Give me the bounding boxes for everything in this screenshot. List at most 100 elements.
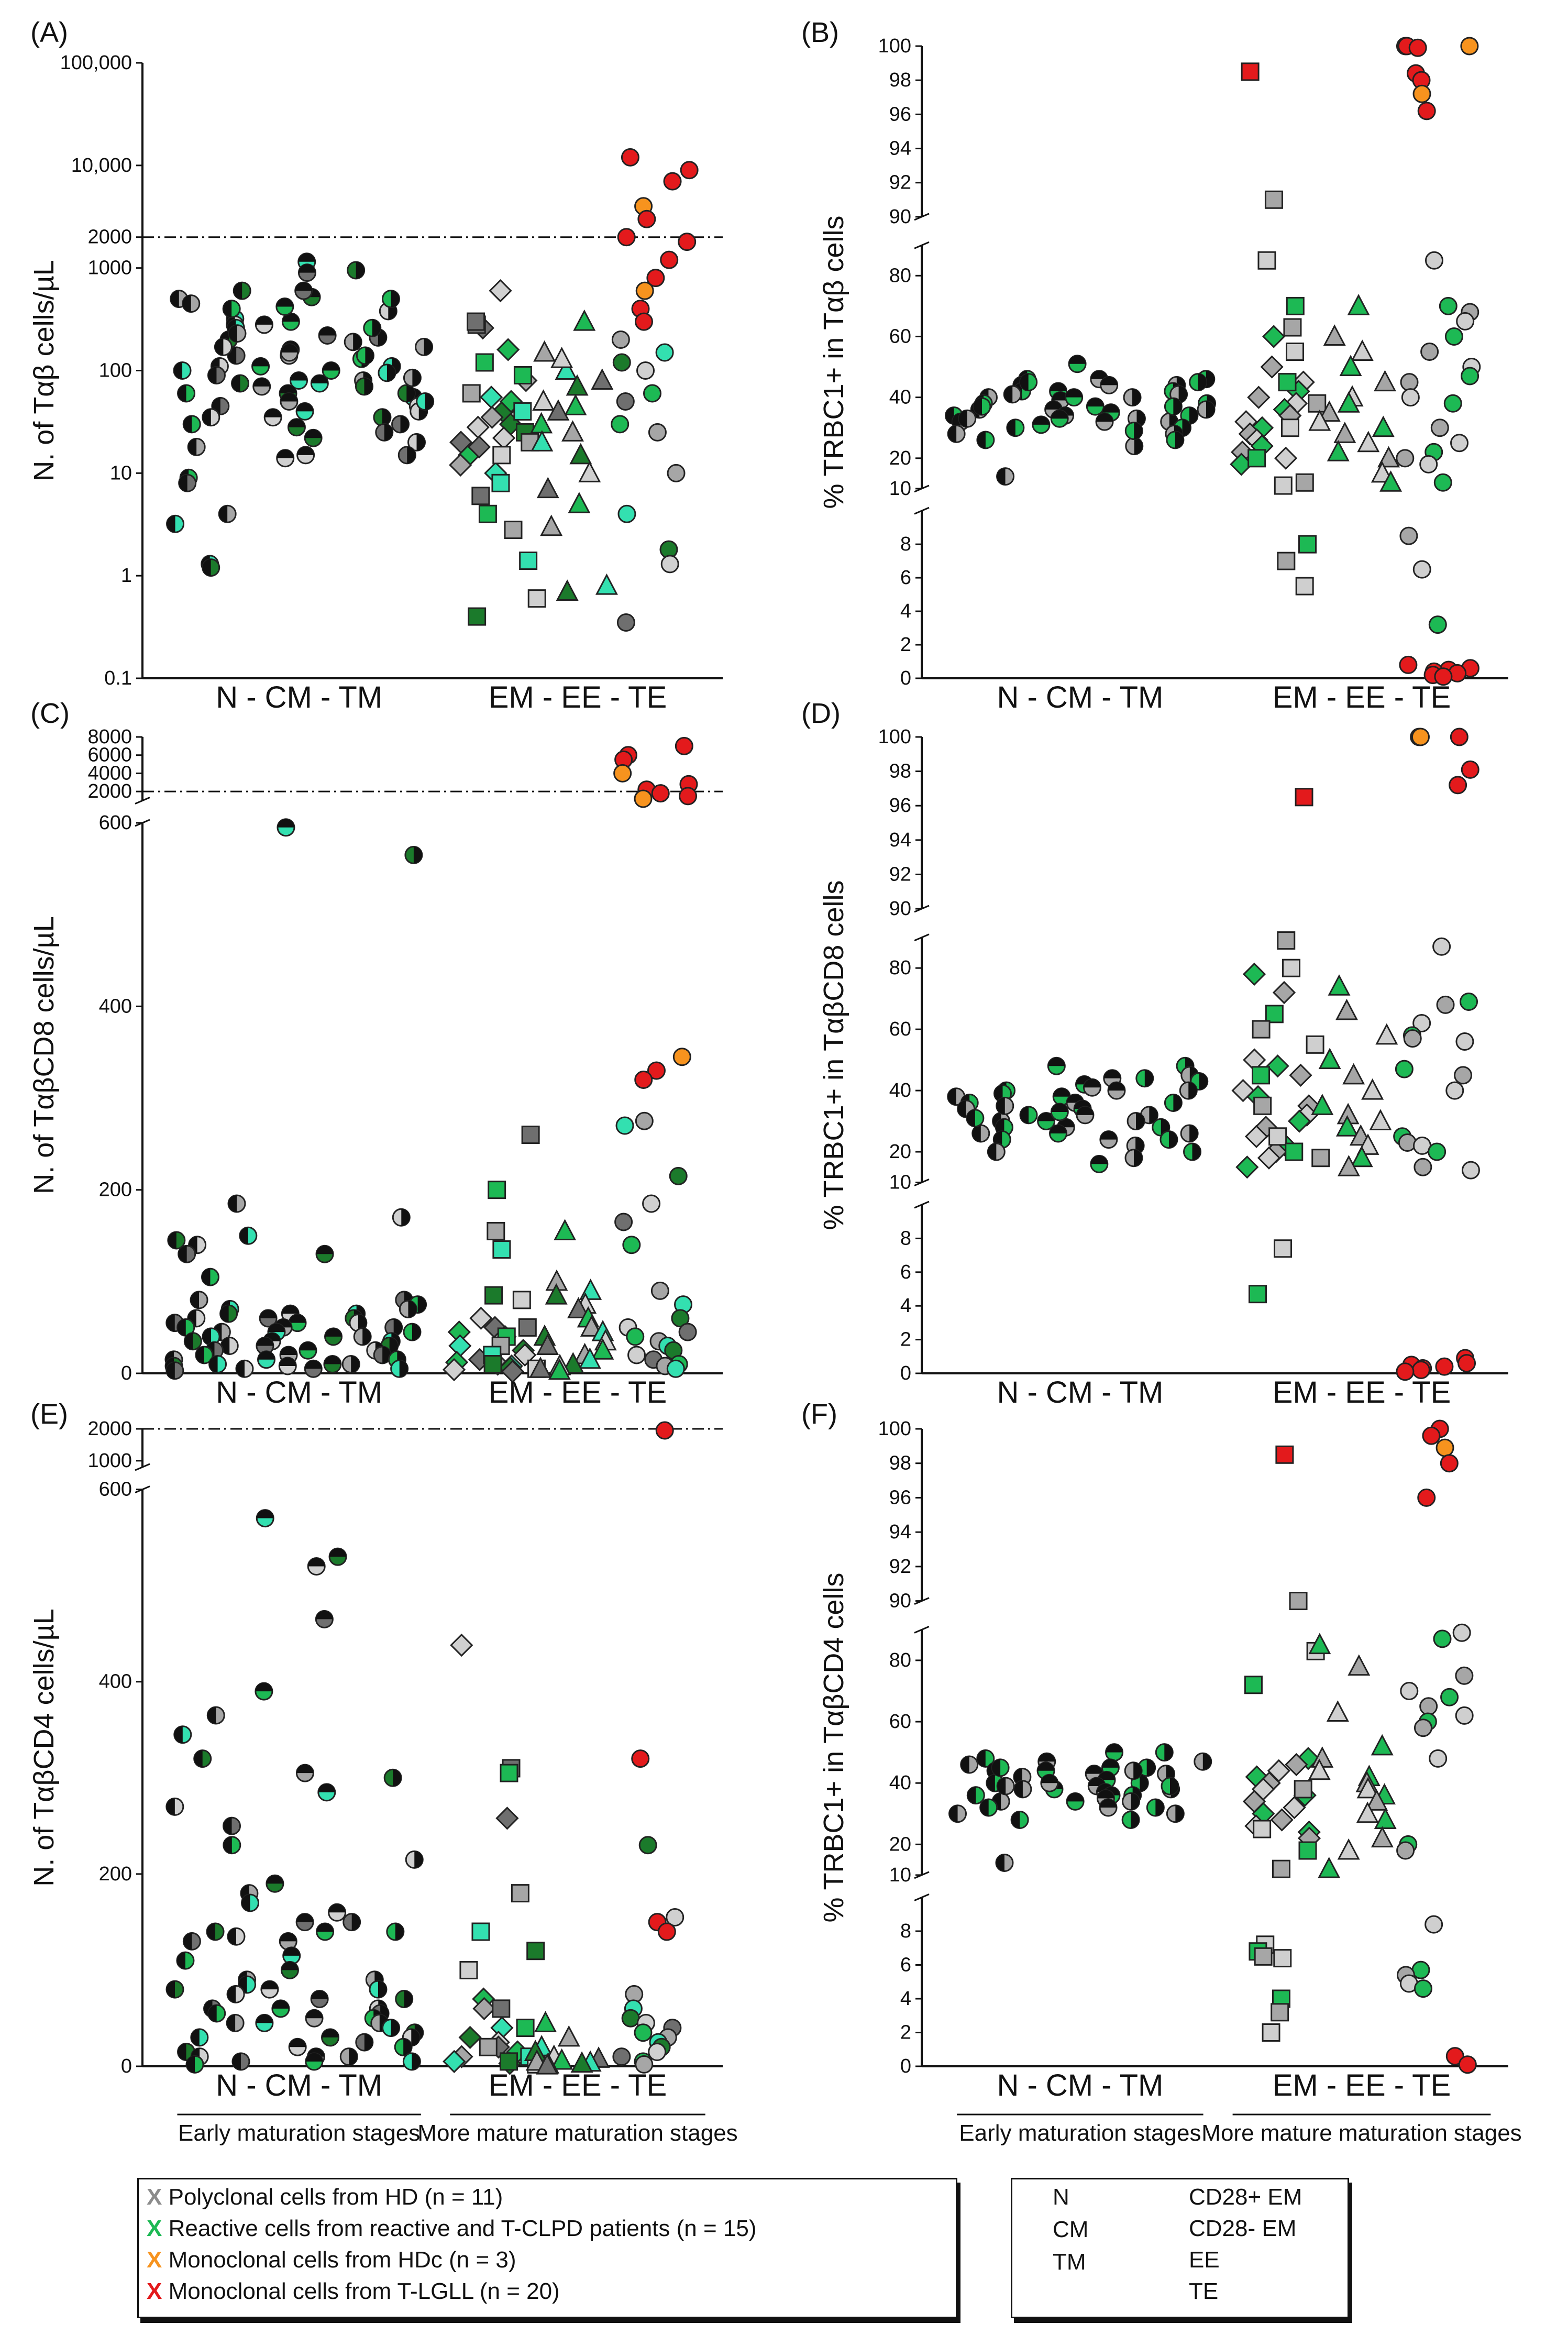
data-point-half [1106,1744,1123,1753]
data-point [1419,1697,1438,1716]
data-point [1138,1758,1156,1777]
data-point [1414,1158,1432,1176]
data-point-half [289,2039,306,2047]
y-tick-label: 96 [889,795,911,817]
data-point [227,1194,246,1213]
data-point-half [404,1990,413,2008]
y-tick-label: 600 [99,812,132,834]
y-tick-label: 100 [878,35,911,57]
data-point [634,789,653,808]
data-point [252,377,271,396]
legend-label-reactive: Reactive cells from reactive and T-CLPD … [168,2216,757,2241]
data-point [1412,1014,1431,1032]
data-point [479,2037,498,2056]
data-point-half [191,2029,200,2046]
data-point-half [1202,1753,1211,1770]
data-point [1308,394,1327,413]
data-point [1450,434,1469,453]
data-point-half [297,446,314,455]
data-point-half [166,1314,175,1331]
data-point-half [378,329,387,346]
legend-symbol-cd28neg: CD28- EM [1189,2216,1297,2241]
data-point [1278,373,1297,392]
data-point [643,384,662,403]
panel-label: (E) [30,1398,68,1430]
data-point-half [289,1314,306,1323]
data-point [657,1922,676,1941]
data-point [1414,1979,1432,1998]
data-point [1260,355,1284,379]
data-point [958,409,977,428]
data-point [1155,1743,1174,1762]
data-point [1379,470,1403,492]
data-point [310,374,329,393]
data-point [1280,418,1299,437]
data-point-half [170,290,179,307]
y-tick-label: 40 [889,1080,911,1102]
data-point-half [424,338,433,356]
data-point [1277,552,1296,570]
data-point [1371,1734,1394,1756]
y-tick-label: 0 [900,2055,911,2077]
data-point-half [183,415,192,433]
data-point [1432,937,1451,956]
data-point-half [403,2039,412,2056]
data-point [550,2048,573,2070]
data-point-half [986,1775,995,1792]
data-point-half [416,434,425,451]
data-point-half [1100,1131,1117,1140]
data-point-half [1133,1149,1142,1166]
y-tick-label: 90 [889,898,911,920]
data-point-half [209,1356,218,1373]
data-point-half [1007,419,1015,436]
data-point [1414,1719,1432,1737]
data-point [294,281,313,300]
data-point [391,415,410,434]
data-point-half [179,475,187,492]
data-point-half [256,316,273,325]
data-point [1285,1142,1304,1161]
data-point [616,392,635,411]
legend-mark-reactive: X [147,2216,162,2241]
y-tick-label: 90 [889,1590,911,1612]
caption-early: Early maturation stages [959,2120,1201,2146]
data-point [176,1318,195,1337]
data-point [363,318,382,337]
data-point-half [1198,373,1207,391]
data-point [532,389,555,411]
data-point [321,2028,340,2047]
data-point [1399,526,1418,545]
data-point-half [316,1246,334,1254]
data-point-half [184,1332,193,1350]
data-point-half [227,1986,236,2003]
data-point-half [1052,392,1069,401]
y-tick-label: 92 [889,1556,911,1578]
y-axis-title: % TRBC1+ in TαβCD4 cells [818,1573,849,1923]
data-point [173,1725,192,1744]
data-point [678,1323,697,1341]
data-point-half [356,262,365,279]
data-point [1365,1789,1388,1811]
data-point [512,1291,531,1309]
x-group-label-early: N - CM - TM [216,680,382,714]
data-point [1348,1654,1371,1676]
y-axis-title: N. of TαβCD4 cells/µL [28,1609,60,1887]
y-tick-label: 2000 [87,780,132,802]
data-point-half [325,1328,342,1337]
data-point [1099,1130,1118,1149]
y-tick-label: 0 [121,1362,132,1384]
data-point-half [1067,1793,1084,1802]
data-point [450,1633,473,1657]
data-point [1262,325,1286,348]
y-tick-label: 92 [889,863,911,885]
y-tick-label: 80 [889,265,911,287]
data-point-half [260,1309,277,1318]
data-point-half [208,2005,217,2022]
data-point [1295,473,1314,492]
y-tick-label: 10 [889,478,911,500]
data-point [1347,294,1370,315]
data-point-half [351,1913,360,1931]
data-point [1253,1096,1272,1115]
data-point-half [382,409,391,426]
data-point-half [1169,1778,1178,1795]
